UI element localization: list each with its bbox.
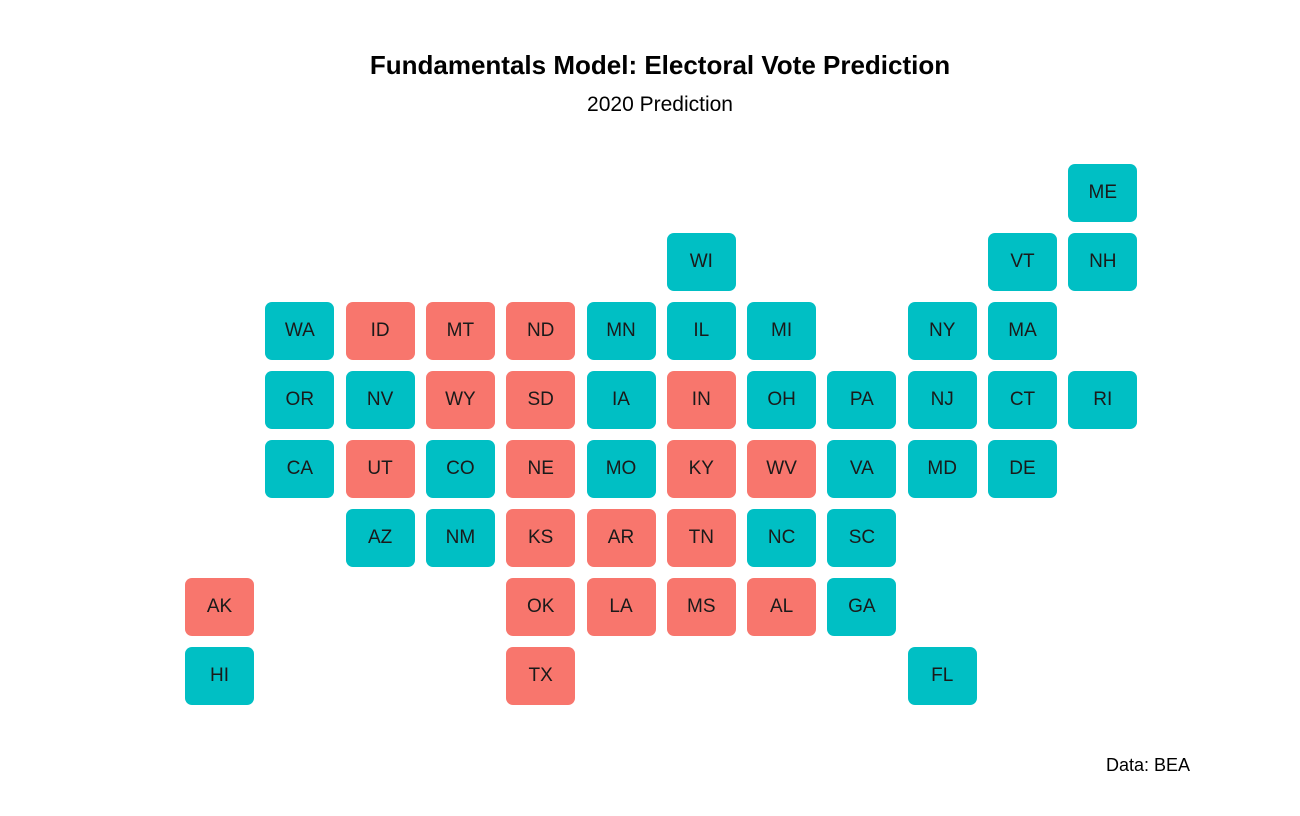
state-tile-id: ID xyxy=(345,302,415,360)
state-tile-ne: NE xyxy=(506,440,576,498)
state-tile-fl: FL xyxy=(907,647,977,705)
state-tile-ma: MA xyxy=(988,302,1057,360)
state-tile-tn: TN xyxy=(666,509,736,567)
state-tile-nm: NM xyxy=(425,509,495,567)
state-tile-me: ME xyxy=(1068,164,1138,222)
state-tile-ak: AK xyxy=(185,578,254,636)
state-tile-ga: GA xyxy=(827,578,897,636)
state-tile-mn: MN xyxy=(586,302,656,360)
state-tile-ks: KS xyxy=(506,509,576,567)
state-tile-ca: CA xyxy=(265,440,335,498)
state-tile-ar: AR xyxy=(586,509,656,567)
state-tile-ok: OK xyxy=(506,578,576,636)
state-tile-nv: NV xyxy=(345,371,415,429)
state-tile-wa: WA xyxy=(265,302,335,360)
state-tile-ia: IA xyxy=(586,371,656,429)
state-tile-nh: NH xyxy=(1068,233,1138,291)
state-tile-va: VA xyxy=(827,440,897,498)
state-tile-pa: PA xyxy=(827,371,897,429)
state-tile-il: IL xyxy=(666,302,736,360)
state-tile-sd: SD xyxy=(506,371,576,429)
state-tile-wv: WV xyxy=(747,440,817,498)
state-tile-in: IN xyxy=(666,371,736,429)
state-tile-co: CO xyxy=(425,440,495,498)
state-tile-ct: CT xyxy=(988,371,1057,429)
state-tile-nc: NC xyxy=(747,509,817,567)
chart-title: Fundamentals Model: Electoral Vote Predi… xyxy=(369,50,951,80)
state-tile-oh: OH xyxy=(747,371,817,429)
state-tile-mt: MT xyxy=(425,302,495,360)
data-source-caption: Data: BEA xyxy=(1105,755,1190,775)
state-tile-hi: HI xyxy=(185,647,254,705)
state-tile-vt: VT xyxy=(988,233,1057,291)
state-tile-ri: RI xyxy=(1068,371,1138,429)
chart-subtitle: 2020 Prediction xyxy=(587,93,733,116)
state-tile-or: OR xyxy=(265,371,335,429)
state-tile-de: DE xyxy=(988,440,1057,498)
state-tile-az: AZ xyxy=(345,509,415,567)
state-tile-mo: MO xyxy=(586,440,656,498)
state-tile-ky: KY xyxy=(666,440,736,498)
state-tile-md: MD xyxy=(907,440,977,498)
state-tile-tx: TX xyxy=(506,647,576,705)
state-tile-wy: WY xyxy=(425,371,495,429)
state-tile-mi: MI xyxy=(747,302,817,360)
state-tile-ut: UT xyxy=(345,440,415,498)
state-tile-la: LA xyxy=(586,578,656,636)
state-tile-ny: NY xyxy=(907,302,977,360)
state-tile-sc: SC xyxy=(827,509,897,567)
state-tile-wi: WI xyxy=(666,233,736,291)
state-tile-nd: ND xyxy=(506,302,576,360)
state-tile-ms: MS xyxy=(666,578,736,636)
state-tile-nj: NJ xyxy=(907,371,977,429)
state-tile-al: AL xyxy=(747,578,817,636)
